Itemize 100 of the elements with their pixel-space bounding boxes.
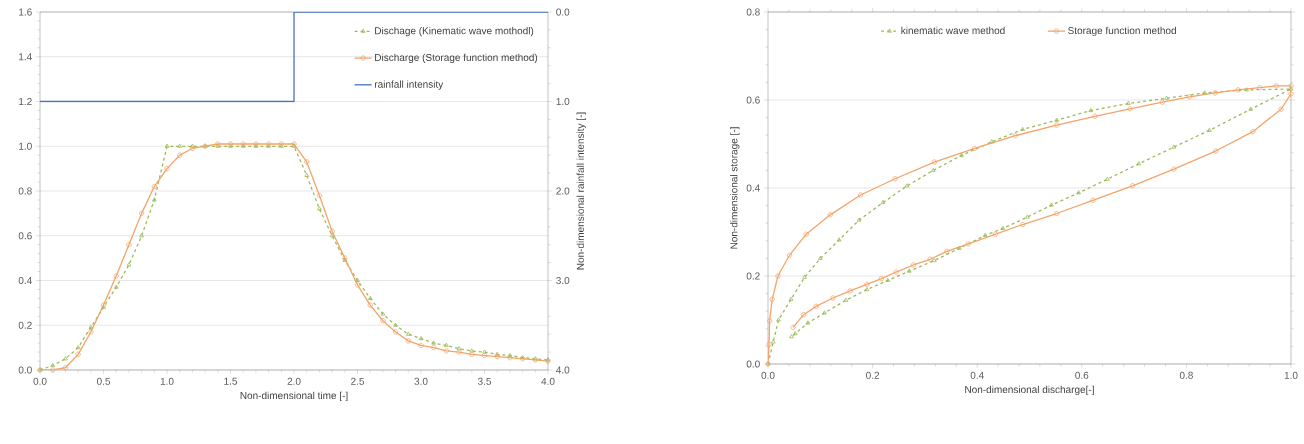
point bbox=[164, 143, 170, 148]
point bbox=[126, 262, 132, 267]
point bbox=[177, 143, 183, 148]
x-tick-label: 0.8 bbox=[1179, 371, 1193, 379]
point bbox=[380, 318, 386, 324]
point bbox=[456, 346, 462, 351]
point bbox=[836, 237, 842, 242]
point bbox=[88, 324, 94, 329]
x-axis-title: Non-dimensional time [-] bbox=[240, 391, 348, 402]
point bbox=[822, 310, 827, 315]
point bbox=[1288, 91, 1294, 97]
point bbox=[813, 303, 819, 309]
point bbox=[443, 348, 450, 354]
point bbox=[329, 228, 335, 234]
point bbox=[63, 356, 68, 361]
point bbox=[431, 345, 437, 351]
point bbox=[431, 340, 437, 345]
x-tick-label: 0.6 bbox=[1075, 371, 1089, 379]
legend-label: rainfall intensity bbox=[374, 80, 444, 90]
point bbox=[75, 345, 81, 350]
point bbox=[910, 262, 916, 268]
x-tick-label: 0.5 bbox=[96, 377, 111, 385]
point bbox=[1244, 87, 1249, 92]
point bbox=[971, 145, 978, 151]
point bbox=[830, 295, 836, 301]
point bbox=[1049, 202, 1054, 207]
point bbox=[775, 273, 781, 279]
point bbox=[878, 276, 885, 282]
point bbox=[367, 295, 373, 300]
y-axis-title: Non-dimensional storage [-] bbox=[730, 127, 740, 249]
legend-label: Storage function method bbox=[1068, 26, 1176, 37]
point bbox=[1025, 214, 1030, 219]
point bbox=[1054, 117, 1059, 122]
point bbox=[164, 166, 170, 172]
x-tick-label: 4.0 bbox=[541, 377, 555, 385]
point bbox=[482, 349, 487, 354]
point bbox=[456, 349, 462, 355]
point bbox=[367, 302, 373, 308]
y-tick-label: 0.6 bbox=[746, 96, 760, 104]
point bbox=[126, 242, 132, 248]
point bbox=[406, 331, 411, 336]
x-axis-title: Non-dimensional discharge[-] bbox=[965, 385, 1094, 396]
point bbox=[1212, 90, 1218, 96]
point bbox=[1273, 83, 1279, 89]
y-tick-label: 0.8 bbox=[18, 187, 32, 195]
y-tick-label: 0.6 bbox=[18, 232, 32, 240]
point bbox=[139, 233, 144, 238]
y-tick-label: 0.2 bbox=[18, 321, 32, 329]
point bbox=[1088, 107, 1093, 113]
point bbox=[1020, 221, 1026, 228]
y-tick-label: 0.8 bbox=[746, 8, 760, 16]
point bbox=[444, 342, 449, 347]
point bbox=[769, 296, 775, 302]
y-tick-label: 1.6 bbox=[19, 8, 32, 16]
point bbox=[317, 206, 322, 211]
point bbox=[788, 296, 794, 301]
point bbox=[792, 331, 798, 336]
point bbox=[1235, 87, 1241, 93]
point bbox=[927, 256, 933, 262]
point bbox=[62, 365, 69, 371]
point bbox=[1248, 106, 1254, 111]
point bbox=[770, 339, 776, 344]
y-tick-label: 1.0 bbox=[19, 142, 32, 150]
point bbox=[1202, 90, 1208, 95]
x-tick-label: 0.4 bbox=[970, 371, 984, 379]
point bbox=[50, 367, 56, 373]
x-tick-label: 2.0 bbox=[287, 377, 301, 385]
point bbox=[1171, 144, 1177, 149]
point bbox=[50, 362, 56, 368]
point bbox=[1000, 225, 1006, 230]
x-tick-label: 0.0 bbox=[33, 377, 47, 385]
point bbox=[113, 273, 119, 279]
point bbox=[827, 212, 833, 218]
y2-tick-label: 4.0 bbox=[556, 366, 570, 374]
point bbox=[418, 336, 424, 341]
point bbox=[847, 288, 853, 294]
point bbox=[1012, 133, 1018, 139]
point bbox=[75, 351, 81, 357]
point bbox=[880, 199, 886, 205]
point bbox=[1213, 148, 1219, 154]
point bbox=[354, 282, 361, 288]
x-tick-label: 0.0 bbox=[761, 371, 775, 379]
point bbox=[1090, 197, 1096, 203]
y2-tick-label: 3.0 bbox=[556, 276, 570, 285]
point bbox=[1105, 176, 1110, 181]
point bbox=[189, 145, 196, 152]
point bbox=[1054, 210, 1060, 217]
y-tick-label: 0.4 bbox=[746, 184, 760, 192]
y2-tick-label: 0.0 bbox=[556, 8, 570, 16]
point bbox=[469, 351, 475, 357]
point bbox=[418, 342, 424, 348]
point bbox=[932, 257, 937, 263]
point bbox=[857, 192, 864, 198]
x-tick-label: 2.5 bbox=[351, 377, 365, 385]
x-tick-label: 0.2 bbox=[866, 371, 880, 379]
point bbox=[1159, 99, 1165, 105]
x-tick-label: 1.5 bbox=[224, 377, 238, 385]
point bbox=[893, 269, 899, 275]
y-tick-label: 0.4 bbox=[18, 276, 32, 285]
point bbox=[329, 233, 335, 238]
